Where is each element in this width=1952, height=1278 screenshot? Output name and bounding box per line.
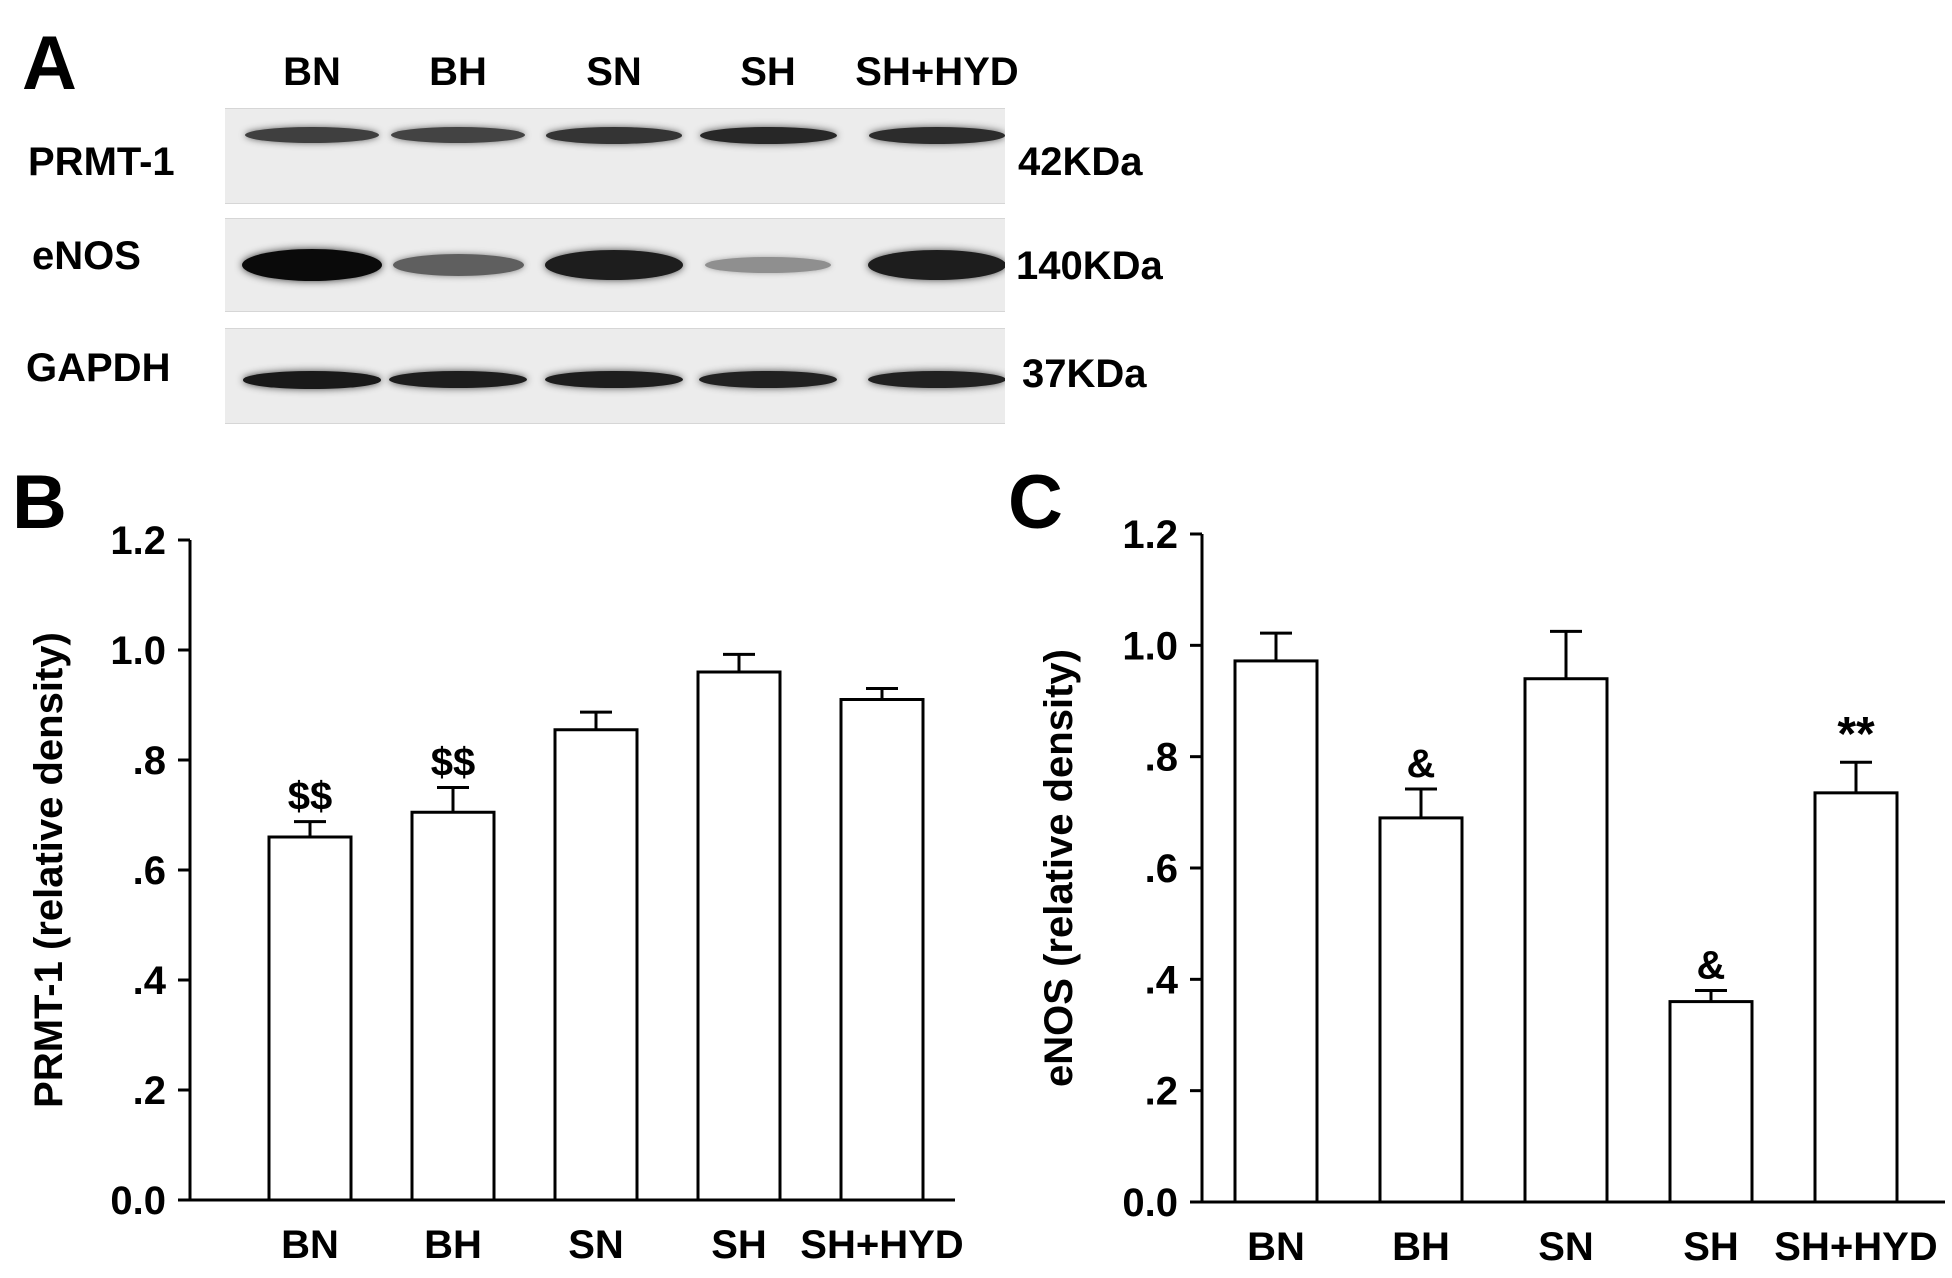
- blot-band: [242, 371, 382, 389]
- x-tick-label-c: SH: [1683, 1225, 1739, 1269]
- x-tick-label-b: BN: [281, 1223, 339, 1267]
- blot-band: [244, 127, 380, 144]
- y-tick-label-b: .2: [133, 1069, 166, 1113]
- blot-band: [392, 253, 524, 277]
- panel-b-letter: B: [12, 460, 67, 545]
- bar-c: [1668, 1000, 1754, 1204]
- blot-row-label-enos: eNOS: [32, 234, 141, 278]
- bar-b: [410, 810, 496, 1202]
- y-tick-label-b: 1.0: [110, 629, 166, 673]
- bar-c: [1523, 677, 1609, 1204]
- blot-strip-gapdh: [225, 328, 1005, 424]
- y-tick-label-c: .6: [1145, 847, 1178, 891]
- lane-label-sn: SN: [586, 50, 642, 94]
- bar-b: [696, 670, 782, 1202]
- y-tick-label-b: 0.0: [110, 1179, 166, 1223]
- significance-marker-c: &: [1697, 943, 1726, 987]
- blot-kda-prmt1: 42KDa: [1018, 140, 1143, 184]
- x-tick-label-c: BH: [1392, 1225, 1450, 1269]
- lane-label-sh: SH: [740, 50, 796, 94]
- y-tick-label-c: .8: [1145, 736, 1178, 780]
- bar-c: [1233, 659, 1319, 1204]
- panel-c-letter: C: [1008, 460, 1063, 545]
- y-tick-label-c: 0.0: [1122, 1181, 1178, 1225]
- x-tick-label-b: SH+HYD: [800, 1223, 963, 1267]
- y-tick-label-c: .2: [1145, 1070, 1178, 1114]
- lane-label-bn: BN: [283, 50, 341, 94]
- blot-band: [545, 371, 683, 389]
- blot-band: [868, 371, 1005, 389]
- y-tick-label-c: 1.0: [1122, 624, 1178, 668]
- y-tick-label-b: .8: [133, 739, 166, 783]
- blot-band: [391, 127, 525, 144]
- blot-band: [242, 249, 382, 281]
- blot-band: [699, 127, 837, 145]
- blot-kda-gapdh: 37KDa: [1022, 352, 1147, 396]
- y-tick-label-c: .4: [1145, 958, 1179, 1002]
- blot-strip-enos: [225, 218, 1005, 312]
- x-tick-label-c: BN: [1247, 1225, 1305, 1269]
- bar-b: [839, 698, 925, 1202]
- x-tick-label-c: SH+HYD: [1774, 1225, 1937, 1269]
- panel-a-letter: A: [22, 21, 77, 106]
- blot-kda-enos: 140KDa: [1016, 244, 1163, 288]
- significance-marker-b: $$: [288, 775, 333, 819]
- x-tick-label-b: BH: [424, 1223, 482, 1267]
- y-tick-label-b: .6: [133, 849, 166, 893]
- blot-band: [389, 371, 527, 389]
- y-axis-label-c: eNOS (relative density): [1037, 649, 1081, 1087]
- significance-marker-c: **: [1837, 708, 1875, 761]
- x-tick-label-b: SH: [711, 1223, 767, 1267]
- blot-band: [868, 127, 1005, 144]
- lane-label-bh: BH: [429, 50, 487, 94]
- blot-row-label-gapdh: GAPDH: [26, 346, 171, 390]
- blot-band: [868, 250, 1005, 280]
- y-tick-label-c: 1.2: [1122, 513, 1178, 557]
- lane-label-sh-hyd: SH+HYD: [855, 50, 1019, 94]
- x-tick-label-c: SN: [1538, 1225, 1594, 1269]
- blot-band: [705, 256, 831, 274]
- x-tick-label-b: SN: [568, 1223, 624, 1267]
- y-tick-label-b: .4: [133, 959, 167, 1003]
- blot-strip-prmt1: [225, 108, 1005, 204]
- significance-marker-b: $$: [431, 741, 476, 785]
- bar-c: [1813, 791, 1899, 1204]
- y-tick-label-b: 1.2: [110, 519, 166, 563]
- blot-band: [546, 127, 682, 144]
- blot-band: [545, 250, 683, 280]
- bar-b: [267, 835, 353, 1202]
- bar-b: [553, 728, 639, 1202]
- significance-marker-c: &: [1407, 742, 1436, 786]
- bar-c: [1378, 816, 1464, 1204]
- blot-band: [699, 371, 837, 389]
- y-axis-label-b: PRMT-1 (relative density): [27, 632, 71, 1108]
- blot-row-label-prmt1: PRMT-1: [28, 140, 175, 184]
